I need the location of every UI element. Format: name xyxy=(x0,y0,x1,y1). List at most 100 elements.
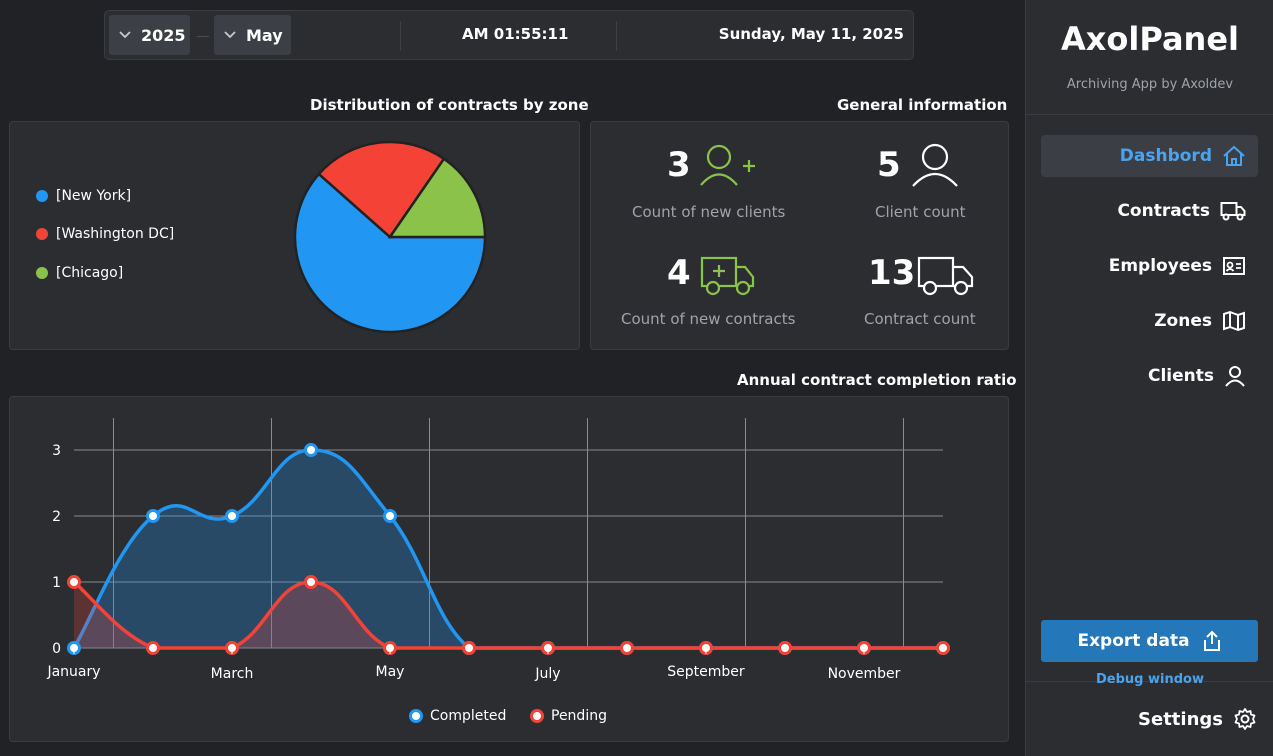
data-point-completed[interactable] xyxy=(225,509,239,523)
data-point-pending[interactable] xyxy=(304,575,318,589)
divider xyxy=(616,21,617,51)
area-completed xyxy=(74,450,943,648)
legend-label: [Chicago] xyxy=(56,265,124,281)
sidebar-item-zones[interactable]: Zones xyxy=(1041,300,1258,342)
general-info-panel: 3 Count of new clients 5 Client count 4 … xyxy=(590,121,1009,350)
sidebar-item-dashboard[interactable]: Dashbord xyxy=(1041,135,1258,177)
chevron-down-icon xyxy=(224,31,236,39)
chevron-down-icon xyxy=(119,31,131,39)
pie-slice-washington-dc[interactable] xyxy=(317,140,446,239)
x-tick-label: November xyxy=(828,666,901,682)
legend-item-washington-dc: [Washington DC] xyxy=(36,226,174,242)
gear-icon xyxy=(1234,708,1256,730)
app-subtitle: Archiving App by Axoldev xyxy=(1066,77,1234,92)
x-tick-label: September xyxy=(667,664,745,680)
legend-item-chicago: [Chicago] xyxy=(36,265,123,281)
sidebar-item-employees[interactable]: Employees xyxy=(1041,245,1258,287)
client-count-label: Client count xyxy=(875,203,966,221)
pie-section-title: Distribution of contracts by zone xyxy=(310,96,589,114)
divider xyxy=(1026,681,1273,682)
data-point-pending[interactable] xyxy=(462,641,476,655)
divider xyxy=(1026,114,1273,115)
export-button-label: Export data xyxy=(1077,631,1190,651)
app-title: AxolPanel xyxy=(1061,20,1239,58)
contract-count-label: Contract count xyxy=(864,310,976,328)
x-tick-label: July xyxy=(534,666,560,682)
new-clients-count: 3 xyxy=(667,145,691,185)
completion-ratio-panel: 0 1 2 3 January March May July September November… xyxy=(9,396,1009,742)
year-value: 2025 xyxy=(141,25,186,45)
y-tick-label: 2 xyxy=(52,509,61,525)
client-count: 5 xyxy=(877,145,901,185)
chart-legend-completed[interactable]: Completed xyxy=(409,708,506,724)
sidebar-item-label: Contracts xyxy=(1117,201,1210,221)
add-user-icon xyxy=(700,144,755,186)
pie-slice-new-york[interactable] xyxy=(293,172,487,334)
chart-legend-pending[interactable]: Pending xyxy=(530,708,607,724)
home-icon xyxy=(1223,145,1245,166)
y-tick-label: 0 xyxy=(52,641,61,657)
new-contracts-count: 4 xyxy=(667,253,691,293)
data-point-completed[interactable] xyxy=(304,443,318,457)
user-icon xyxy=(1225,366,1245,387)
data-point-pending[interactable] xyxy=(67,575,81,589)
line-section-title: Annual contract completion ratio xyxy=(737,371,1017,389)
debug-window-link[interactable]: Debug window xyxy=(1096,672,1204,687)
legend-marker xyxy=(409,709,423,723)
x-tick-label: January xyxy=(46,664,100,680)
legend-marker xyxy=(530,709,544,723)
data-point-pending[interactable] xyxy=(146,641,160,655)
map-icon xyxy=(1223,310,1245,332)
data-point-completed[interactable] xyxy=(383,509,397,523)
sidebar-item-clients[interactable]: Clients xyxy=(1041,355,1258,397)
line-chart: 0 1 2 3 January March May July September November xyxy=(46,418,950,682)
sidebar-item-label: Dashbord xyxy=(1119,146,1212,166)
settings-label: Settings xyxy=(1138,708,1223,730)
legend-dot xyxy=(36,190,48,202)
legend-label: [New York] xyxy=(56,188,132,204)
settings-button[interactable]: Settings xyxy=(1138,707,1257,731)
clock-time: AM 01:55:11 xyxy=(462,25,569,43)
data-point-pending[interactable] xyxy=(936,641,950,655)
data-point-pending[interactable] xyxy=(778,641,792,655)
sidebar-item-label: Clients xyxy=(1147,366,1214,386)
legend-item-new-york: [New York] xyxy=(36,188,131,204)
legend-dot xyxy=(36,228,48,240)
truck-icon xyxy=(917,256,974,296)
month-value: May xyxy=(246,25,283,45)
user-icon xyxy=(912,143,958,187)
divider xyxy=(197,36,209,37)
current-date: Sunday, May 11, 2025 xyxy=(718,25,904,43)
legend-dot xyxy=(36,267,48,279)
pie-chart xyxy=(293,140,487,334)
truck-icon xyxy=(1220,202,1246,221)
legend-label: [Washington DC] xyxy=(56,226,175,242)
y-tick-label: 3 xyxy=(52,443,61,459)
legend-label: Completed xyxy=(430,708,507,724)
year-dropdown[interactable]: 2025 xyxy=(109,15,190,55)
data-point-completed[interactable] xyxy=(146,509,160,523)
y-tick-label: 1 xyxy=(52,575,61,591)
zone-distribution-panel: [New York] [Washington DC] [Chicago] xyxy=(9,121,580,350)
divider xyxy=(400,21,401,51)
info-section-title: General information xyxy=(837,96,1008,114)
sidebar: AxolPanel Archiving App by Axoldev Dashb… xyxy=(1025,0,1273,756)
pie-slice-chicago[interactable] xyxy=(387,157,487,239)
share-export-icon xyxy=(1203,630,1220,651)
area-pending xyxy=(74,582,943,648)
export-data-button[interactable]: Export data xyxy=(1041,620,1258,662)
sidebar-item-label: Employees xyxy=(1108,256,1212,276)
id-card-icon xyxy=(1223,257,1245,275)
new-clients-label: Count of new clients xyxy=(632,203,786,221)
contract-count: 13 xyxy=(868,253,916,293)
data-point-pending[interactable] xyxy=(620,641,634,655)
legend-label: Pending xyxy=(551,708,607,724)
new-truck-icon xyxy=(700,256,755,296)
new-contracts-label: Count of new contracts xyxy=(621,310,796,328)
date-time-bar: 2025 May AM 01:55:11 Sunday, May 11, 202… xyxy=(104,10,914,60)
month-dropdown[interactable]: May xyxy=(214,15,291,55)
sidebar-item-contracts[interactable]: Contracts xyxy=(1041,190,1258,232)
x-tick-label: March xyxy=(211,666,254,682)
x-tick-label: May xyxy=(376,664,405,680)
sidebar-item-label: Zones xyxy=(1154,311,1212,331)
